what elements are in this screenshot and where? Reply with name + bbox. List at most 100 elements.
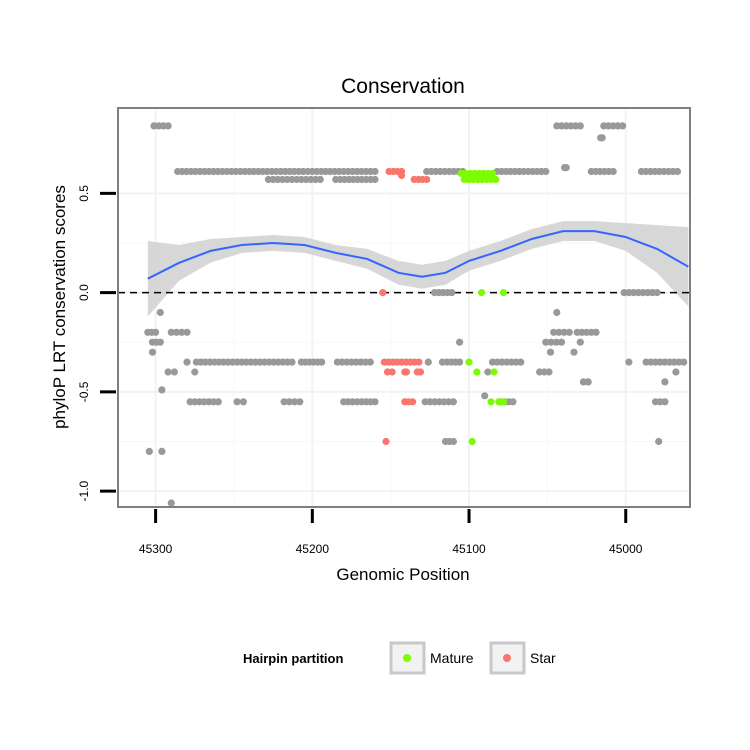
point-other <box>661 398 669 406</box>
point-other <box>550 328 558 336</box>
point-other <box>509 398 517 406</box>
point-other <box>158 447 166 455</box>
legend-marker-star <box>503 654 511 662</box>
point-other <box>371 398 379 406</box>
point-mature <box>487 398 495 406</box>
point-other <box>170 368 178 376</box>
x-axis: 45300 45200 45100 45000 <box>139 509 643 556</box>
point-other <box>183 358 191 366</box>
point-other <box>560 328 568 336</box>
point-mature <box>499 289 508 297</box>
point-other <box>547 338 555 346</box>
point-other <box>555 328 563 336</box>
point-other <box>285 398 293 406</box>
point-other <box>661 378 669 386</box>
point-other <box>152 328 160 336</box>
point-other <box>625 358 633 366</box>
chart-title: Conservation <box>341 75 465 98</box>
plot-border <box>117 107 691 508</box>
point-other <box>619 122 627 130</box>
point-other <box>552 338 560 346</box>
point-other <box>542 338 550 346</box>
point-other <box>233 398 241 406</box>
point-other <box>156 338 164 346</box>
point-other <box>576 122 584 130</box>
point-other <box>164 122 172 130</box>
legend-marker-mature <box>403 654 411 662</box>
point-other <box>291 398 299 406</box>
point-star <box>382 437 390 446</box>
point-other <box>484 368 492 376</box>
point-other <box>546 348 555 356</box>
point-other <box>448 289 456 297</box>
legend-title: Hairpin partition <box>243 651 343 666</box>
point-other <box>371 175 379 184</box>
point-other <box>158 386 166 394</box>
point-other <box>680 358 688 366</box>
point-other <box>672 368 680 376</box>
point-other <box>424 358 432 366</box>
point-star <box>409 398 417 406</box>
point-other <box>148 348 157 356</box>
data-points <box>144 122 688 507</box>
confidence-band-area <box>147 221 689 317</box>
y-tick-label: -1.0 <box>77 480 91 501</box>
point-mature <box>473 368 481 376</box>
legend-label-mature: Mature <box>430 650 474 666</box>
point-other <box>183 328 191 336</box>
smooth-line <box>147 230 689 280</box>
point-other <box>178 328 186 336</box>
x-tick-label: 45000 <box>609 542 643 556</box>
point-other <box>239 398 247 406</box>
point-other <box>562 164 570 172</box>
point-mature <box>478 289 486 297</box>
point-other <box>584 378 592 386</box>
point-other <box>449 398 457 406</box>
point-other <box>576 338 584 346</box>
point-other <box>655 437 663 446</box>
point-star <box>379 289 387 297</box>
point-other <box>421 398 429 406</box>
x-tick-label: 45200 <box>296 542 330 556</box>
y-tick-label: 0.5 <box>77 185 91 202</box>
legend-key-star <box>489 641 526 675</box>
point-other <box>456 338 464 346</box>
point-other <box>296 398 304 406</box>
legend-label-star: Star <box>530 650 556 666</box>
point-mature <box>492 175 500 184</box>
point-star <box>388 368 396 376</box>
y-axis-title: phyloP LRT conservation scores <box>50 185 69 429</box>
point-other <box>438 358 446 366</box>
point-other <box>164 368 172 376</box>
point-other <box>280 398 288 406</box>
confidence-band <box>147 221 689 317</box>
point-other <box>609 167 617 176</box>
point-star <box>402 368 410 376</box>
point-other <box>316 175 324 184</box>
point-other <box>214 398 222 406</box>
point-other <box>145 447 153 455</box>
x-tick-label: 45100 <box>452 542 486 556</box>
smooth-curve <box>147 230 689 280</box>
y-axis: -1.0 -0.5 0.0 0.5 <box>77 185 116 501</box>
point-other <box>565 328 573 336</box>
legend: Hairpin partition Mature Star <box>243 641 556 675</box>
point-other <box>288 358 296 366</box>
point-other <box>553 308 561 317</box>
point-other <box>592 328 600 336</box>
point-mature <box>465 358 473 366</box>
point-mature <box>468 437 476 446</box>
point-other <box>449 437 457 446</box>
point-other <box>570 348 578 356</box>
point-other <box>653 289 661 297</box>
point-other <box>191 368 199 376</box>
point-other <box>167 499 175 507</box>
point-other <box>598 134 606 142</box>
point-other <box>557 338 566 346</box>
y-tick-label: 0.0 <box>77 284 91 301</box>
x-tick-label: 45300 <box>139 542 173 556</box>
plot-panel <box>118 108 690 507</box>
point-other <box>156 308 164 317</box>
plot-area <box>118 108 690 507</box>
